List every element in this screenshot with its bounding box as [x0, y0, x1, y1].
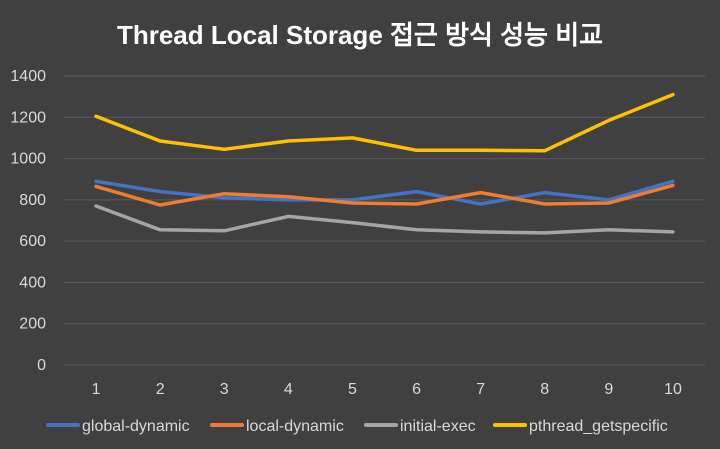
- legend: global-dynamic local-dynamic initial-exec p…: [46, 418, 668, 435]
- series-line-pthread-getspecific: [94, 92, 675, 153]
- x-tick-label: 6: [412, 381, 421, 398]
- x-tick-label: 8: [540, 381, 549, 398]
- y-axis-ticks: 0 200 400 600 800 1000 1200 1400: [10, 68, 46, 374]
- series-lines: [94, 92, 675, 235]
- legend-label: local-dynamic: [246, 418, 344, 435]
- y-tick-label: 0: [37, 357, 46, 374]
- x-tick-label: 2: [156, 381, 165, 398]
- legend-label: pthread_getspecific: [529, 418, 668, 435]
- x-tick-label: 5: [348, 381, 357, 398]
- y-tick-label: 1400: [10, 68, 46, 85]
- x-axis-ticks: 1 2 3 4 5 6 7 8 9 10: [92, 381, 682, 398]
- y-tick-label: 600: [19, 233, 46, 250]
- series-line-global-dynamic: [94, 179, 675, 206]
- x-tick-label: 4: [284, 381, 293, 398]
- y-tick-label: 1000: [10, 151, 46, 168]
- x-tick-label: 7: [476, 381, 485, 398]
- x-tick-label: 10: [664, 381, 682, 398]
- y-tick-label: 200: [19, 316, 46, 333]
- legend-label: global-dynamic: [82, 418, 190, 435]
- series-line-local-dynamic: [94, 183, 675, 207]
- chart-title: Thread Local Storage 접근 방식 성능 비교: [117, 20, 603, 50]
- y-tick-label: 800: [19, 192, 46, 209]
- x-tick-label: 9: [604, 381, 613, 398]
- series-line-initial-exec: [94, 204, 675, 235]
- x-tick-label: 1: [92, 381, 101, 398]
- y-tick-label: 400: [19, 274, 46, 291]
- x-tick-label: 3: [220, 381, 229, 398]
- gridlines: [64, 75, 705, 366]
- legend-label: initial-exec: [400, 418, 476, 435]
- y-tick-label: 1200: [10, 109, 46, 126]
